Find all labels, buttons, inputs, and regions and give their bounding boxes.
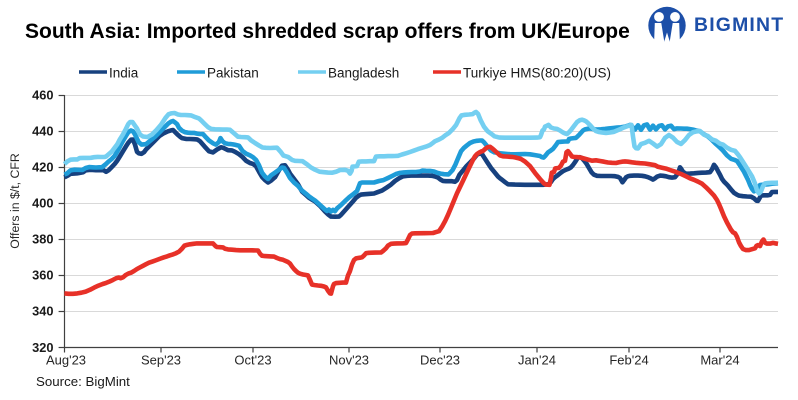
svg-text:Sep'23: Sep'23 bbox=[141, 353, 181, 368]
svg-text:340: 340 bbox=[32, 304, 53, 319]
svg-text:Offers in $/t, CFR: Offers in $/t, CFR bbox=[8, 153, 22, 249]
svg-text:360: 360 bbox=[32, 268, 53, 283]
svg-text:Feb'24: Feb'24 bbox=[609, 353, 648, 368]
svg-text:BIGMINT: BIGMINT bbox=[694, 14, 784, 36]
svg-text:420: 420 bbox=[32, 159, 53, 174]
svg-text:Source: BigMint: Source: BigMint bbox=[36, 374, 130, 389]
svg-text:380: 380 bbox=[32, 232, 53, 247]
svg-text:Dec'23: Dec'23 bbox=[420, 353, 460, 368]
svg-text:Aug'23: Aug'23 bbox=[46, 353, 86, 368]
svg-text:Jan'24: Jan'24 bbox=[518, 353, 556, 368]
svg-text:Turkiye HMS(80:20)(US): Turkiye HMS(80:20)(US) bbox=[463, 65, 611, 80]
svg-text:440: 440 bbox=[32, 123, 53, 138]
svg-text:India: India bbox=[109, 65, 139, 80]
svg-text:400: 400 bbox=[32, 196, 53, 211]
svg-text:Bangladesh: Bangladesh bbox=[328, 65, 399, 80]
svg-text:Mar'24: Mar'24 bbox=[700, 353, 739, 368]
svg-text:460: 460 bbox=[32, 87, 53, 102]
svg-text:Pakistan: Pakistan bbox=[207, 65, 259, 80]
svg-text:Nov'23: Nov'23 bbox=[329, 353, 369, 368]
svg-text:320: 320 bbox=[32, 340, 53, 355]
svg-text:Oct'23: Oct'23 bbox=[234, 353, 271, 368]
